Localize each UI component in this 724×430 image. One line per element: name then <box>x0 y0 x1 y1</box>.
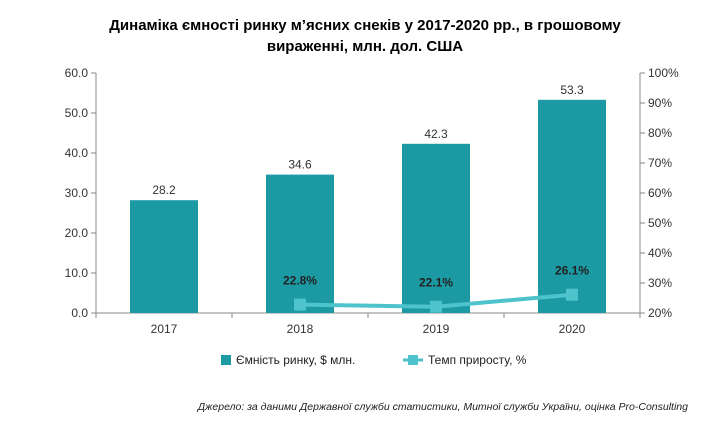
chart-title-line-1: Динаміка ємності ринку м’ясних снеків у … <box>109 17 621 34</box>
chart-source-note: Джерело: за даними Державної служби стат… <box>197 401 688 413</box>
y-left-tick-label: 0.0 <box>71 306 88 320</box>
y-right-tick-label: 70% <box>648 156 672 170</box>
y-right-tick-label: 50% <box>648 216 672 230</box>
y-right-tick-label: 40% <box>648 246 672 260</box>
y-left-tick-label: 60.0 <box>65 66 89 80</box>
bar-2020 <box>538 99 606 313</box>
legend-swatch-growth-marker <box>408 355 418 365</box>
growth-marker-2020 <box>566 288 578 301</box>
bar-value-label-2018: 34.6 <box>288 158 312 172</box>
y-right-tick-label: 90% <box>648 96 672 110</box>
y-right-tick-label: 20% <box>648 306 672 320</box>
y-right-tick-label: 80% <box>648 126 672 140</box>
x-tick-label: 2020 <box>559 322 586 336</box>
chart-title-line-2: вираженні, млн. дол. США <box>267 38 463 55</box>
y-right-tick-label: 60% <box>648 186 672 200</box>
bar-value-label-2017: 28.2 <box>152 183 176 197</box>
x-tick-label: 2017 <box>151 322 178 336</box>
bar-2019 <box>402 143 470 313</box>
y-left-tick-label: 20.0 <box>65 226 89 240</box>
growth-line-group: 22.8% 22.1% 26.1% <box>283 264 589 313</box>
y-right-tick-label: 30% <box>648 276 672 290</box>
x-tick-label: 2019 <box>423 322 450 336</box>
legend-label-market-size: Ємність ринку, $ млн. <box>236 353 355 367</box>
growth-marker-2018 <box>294 298 306 311</box>
axes-group: 0.0 10.0 20.0 30.0 40.0 50.0 60.0 20% 30% 40% 50% 6… <box>65 66 679 320</box>
growth-marker-2019 <box>430 300 442 313</box>
legend: Ємність ринку, $ млн. Темп приросту, % <box>221 353 527 367</box>
bars-group: 28.2 34.6 42.3 53.3 <box>130 83 606 313</box>
bar-value-label-2019: 42.3 <box>424 127 448 141</box>
growth-value-label-2020: 26.1% <box>555 264 589 278</box>
legend-label-growth: Темп приросту, % <box>428 353 527 367</box>
y-left-tick-label: 30.0 <box>65 186 89 200</box>
y-left-tick-label: 10.0 <box>65 266 89 280</box>
bar-2018 <box>266 174 334 313</box>
legend-swatch-market-size <box>221 355 231 365</box>
growth-value-label-2019: 22.1% <box>419 276 453 290</box>
growth-value-label-2018: 22.8% <box>283 274 317 288</box>
x-axis-ticks: 2017 2018 2019 2020 <box>151 322 586 336</box>
bar-2017 <box>130 200 198 313</box>
y-right-tick-label: 100% <box>648 66 679 80</box>
y-left-tick-label: 50.0 <box>65 106 89 120</box>
bar-value-label-2020: 53.3 <box>560 83 584 97</box>
y-left-tick-label: 40.0 <box>65 146 89 160</box>
x-tick-label: 2018 <box>287 322 314 336</box>
